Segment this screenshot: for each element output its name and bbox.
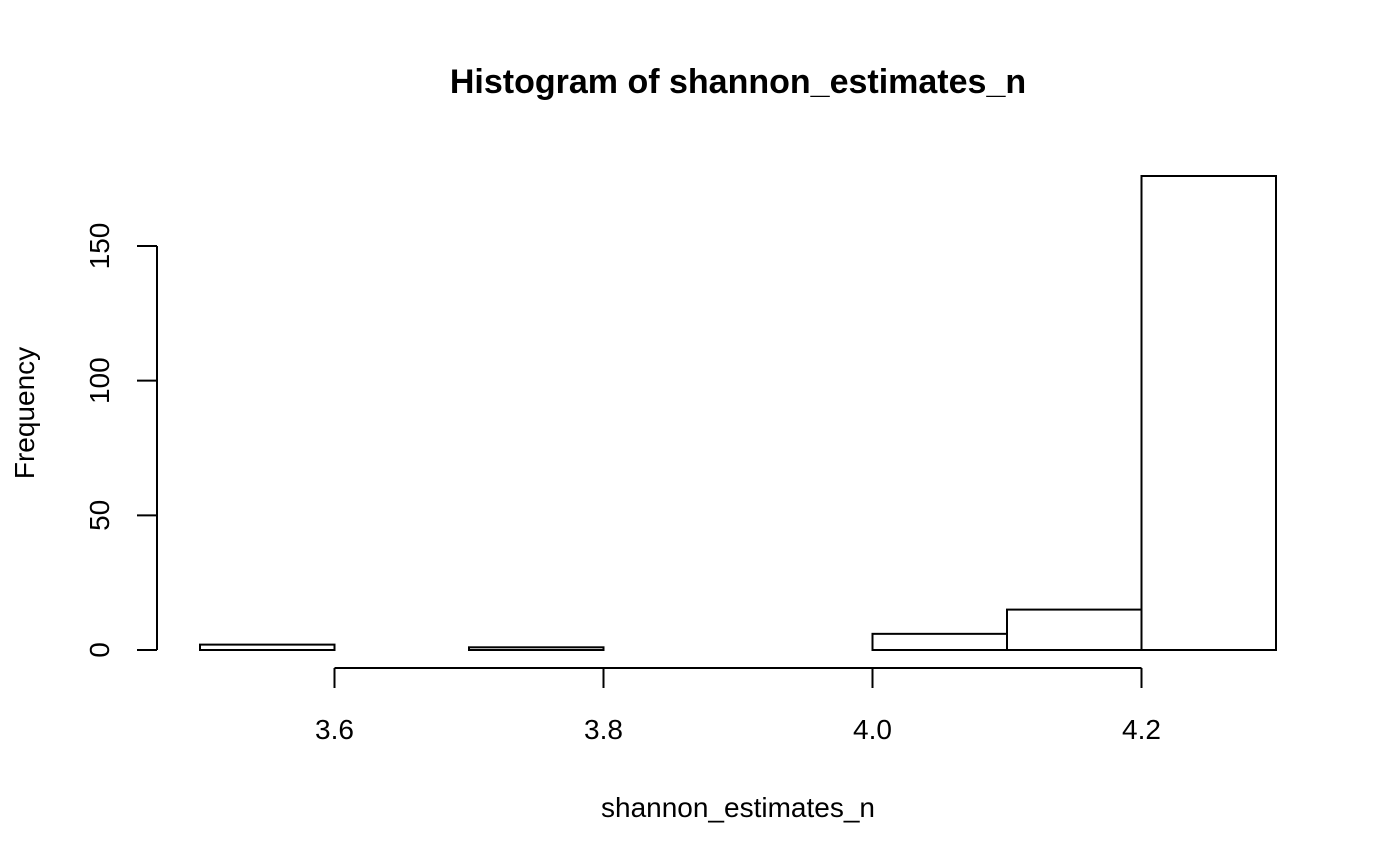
- x-axis: 3.6 3.8 4.0 4.2: [315, 667, 1161, 745]
- histogram-bar: [871, 632, 1008, 651]
- y-tick-label: 50: [84, 500, 115, 531]
- histogram-bar: [199, 643, 336, 652]
- x-tick-label: 4.2: [1122, 714, 1161, 745]
- chart-title: Histogram of shannon_estimates_n: [450, 63, 1026, 101]
- y-tick-label: 0: [84, 642, 115, 658]
- y-axis-label: Frequency: [9, 347, 40, 479]
- x-tick-label: 3.8: [584, 714, 623, 745]
- histogram-bar: [1006, 608, 1143, 652]
- x-axis-label: shannon_estimates_n: [601, 792, 875, 823]
- x-tick-label: 4.0: [853, 714, 892, 745]
- y-tick-label: 100: [84, 357, 115, 404]
- histogram-bars: [199, 175, 1277, 652]
- y-axis: 0 50 100 150: [84, 223, 158, 658]
- histogram-bar: [1140, 175, 1277, 651]
- y-tick-label: 150: [84, 223, 115, 270]
- x-tick-label: 3.6: [315, 714, 354, 745]
- histogram-bar: [468, 646, 605, 652]
